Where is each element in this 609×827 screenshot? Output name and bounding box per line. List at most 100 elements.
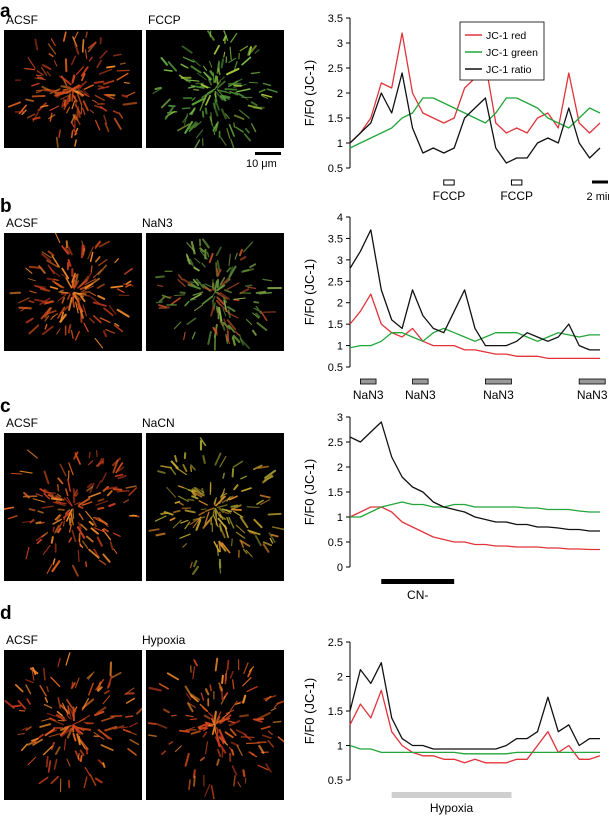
treatment-bar [510,179,523,186]
micrograph-strand [183,331,186,341]
micrograph-strand [71,88,75,102]
micrograph-strand [222,321,231,330]
micrograph-strand [116,288,125,293]
y-tick-label: 1.5 [328,113,343,125]
micrograph-strand [28,300,35,304]
micrograph-strand [88,520,94,526]
micrograph-strand [25,267,33,274]
micrograph-strand [72,94,78,103]
micrograph-strand [79,738,89,751]
micrograph-strand [230,749,235,756]
micrograph-strand [89,773,97,787]
micrograph-strand [189,108,195,115]
micrograph-strand [98,259,108,266]
micrograph-strand [47,250,55,257]
micrograph-strand [235,126,244,133]
micrograph-strand [81,73,86,82]
micrograph-strand [112,110,119,114]
micrograph-strand [104,122,110,133]
micrograph-strand [94,94,106,101]
micrograph-strand [216,717,225,724]
micrograph-strand [66,713,71,719]
legend-box [459,21,545,81]
micrograph-strand [43,492,51,500]
y-tick-label: 1 [337,512,343,524]
treatment-label: NaN3 [483,388,514,402]
micrograph-strand [214,80,221,90]
micrograph-strand [95,518,104,524]
micrograph-strand [262,541,273,547]
micrograph-strand [251,753,258,758]
micrograph-strand [96,536,103,547]
micrograph-strand [259,494,271,499]
micrograph-strand [233,84,242,87]
series-line-green [350,501,600,518]
micrograph-strand [244,284,253,287]
micrograph-strand [28,508,36,512]
micrograph-strand [127,748,137,756]
micrograph-strand [224,88,238,91]
micrograph-strand [63,497,73,507]
y-tick-label: 2.5 [328,637,343,649]
micrograph-strand [160,57,169,66]
micrograph-strand [50,497,63,501]
micrograph-strand [266,88,278,93]
micrograph-strand [61,98,65,106]
micrograph-strand [85,510,94,521]
micrograph-strand [32,738,43,746]
micrograph-strand [78,497,91,506]
micrograph-strand [204,283,212,288]
micrograph-strand [69,707,75,717]
micrograph-strand [25,546,30,560]
micrograph-strand [194,121,202,129]
y-tick-label: 2 [337,672,343,684]
micrograph-strand [113,725,125,730]
treatment-label: NaN3 [405,388,436,402]
micrograph-strand [93,80,105,84]
micrograph-strand [226,267,232,273]
micrograph-strand [183,113,189,126]
micrograph-strand [229,91,239,96]
micrograph-strand [62,511,71,519]
micrograph-strand [94,777,103,784]
micrograph-strand [106,486,118,490]
micrograph-strand [220,94,226,101]
micrograph-strand [84,283,93,290]
micrograph-strand [50,676,61,688]
micrograph-strand [208,78,213,86]
micrograph-strand [214,508,217,518]
micrograph-strand [93,315,102,324]
micrograph-strand [244,777,247,784]
micrograph-strand [74,139,77,147]
micrograph-strand [78,739,86,750]
y-tick-label: 2 [337,298,343,310]
micrograph-strand [223,95,230,100]
micrograph-strand [247,529,261,536]
micrograph-strand [248,45,257,56]
micrograph-strand [71,564,79,577]
micrograph-strand [18,104,27,115]
micrograph-strand [184,120,194,134]
micrograph-strand [225,509,232,515]
micrograph-strand [66,758,71,767]
micrograph-strand [203,714,211,720]
y-axis-label: F/F0 (JC-1) [302,459,317,525]
micrograph-strand [41,253,52,262]
micrograph-strand [187,86,195,89]
micrograph-strand [56,483,60,492]
image-label-control: ACSF [6,416,39,430]
micrograph-strand [94,119,101,131]
micrograph-strand [178,274,184,281]
micrograph-strand [219,276,226,286]
micrograph-strand [37,510,44,514]
panel-label: d [0,603,12,624]
micrograph-strand [136,707,142,715]
micrograph-strand [108,304,117,315]
micrograph-strand [57,527,62,534]
micrograph-strand [172,509,181,514]
micrograph-strand [215,305,219,314]
micrograph-strand [217,89,232,94]
micrograph-strand [209,70,214,76]
y-tick-label: 3.5 [328,13,343,25]
micrograph-strand [181,45,193,54]
